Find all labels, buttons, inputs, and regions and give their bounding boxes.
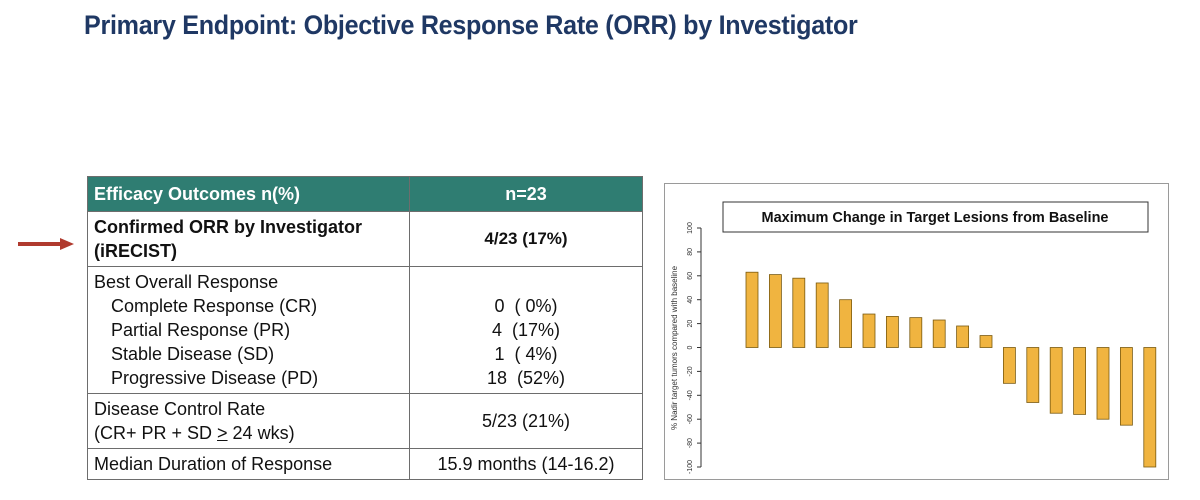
waterfall-bar	[815, 282, 829, 348]
waterfall-chart-svg: Maximum Change in Target Lesions from Ba…	[670, 201, 1157, 474]
waterfall-bar	[885, 316, 899, 348]
mdr-value: 15.9 months (14-16.2)	[409, 448, 643, 480]
y-axis-label: % Nadir target tumors compared with base…	[670, 265, 679, 430]
table-row-confirmed-orr: Confirmed ORR by Investigator (iRECIST) …	[87, 211, 643, 267]
y-tick-label: -100	[687, 460, 694, 474]
chart-title: Maximum Change in Target Lesions from Ba…	[761, 210, 1108, 226]
header-n: n=23	[409, 176, 643, 212]
table-row-median-duration: Median Duration of Response 15.9 months …	[87, 448, 643, 480]
y-tick-label: -80	[687, 438, 694, 448]
waterfall-bar	[1119, 347, 1133, 426]
efficacy-table: Efficacy Outcomes n(%) n=23 Confirmed OR…	[87, 176, 643, 480]
waterfall-bar	[932, 319, 946, 348]
waterfall-bar	[745, 271, 759, 348]
table-row-best-overall-response: Best Overall Response Complete Response …	[87, 266, 643, 394]
waterfall-bar	[769, 274, 782, 348]
table-row-disease-control-rate: Disease Control Rate (CR+ PR + SD > 24 w…	[87, 393, 643, 449]
table-header-row: Efficacy Outcomes n(%) n=23	[87, 176, 643, 212]
waterfall-bar	[862, 313, 876, 348]
pr-value: 4 (17%)	[491, 320, 561, 340]
waterfall-bar	[1143, 347, 1157, 468]
waterfall-bar	[1026, 347, 1040, 403]
waterfall-bar	[839, 299, 853, 348]
waterfall-bar	[1049, 347, 1063, 414]
best-overall-labels: Best Overall Response Complete Response …	[87, 266, 410, 394]
y-tick-label: 60	[687, 272, 694, 280]
cr-value: 0 ( 0%)	[494, 296, 558, 316]
mdr-label: Median Duration of Response	[87, 448, 410, 480]
waterfall-bar	[1096, 347, 1110, 420]
slide-title: Primary Endpoint: Objective Response Rat…	[84, 10, 858, 40]
y-tick-label: -20	[687, 366, 694, 376]
header-outcomes: Efficacy Outcomes n(%)	[87, 176, 410, 212]
y-tick-label: -60	[687, 414, 694, 424]
sd-value: 1 ( 4%)	[494, 344, 558, 364]
y-tick-label: 40	[687, 296, 694, 304]
pr-label: Partial Response (PR)	[111, 320, 291, 340]
best-overall-heading: Best Overall Response	[94, 272, 279, 292]
waterfall-bar	[979, 335, 993, 348]
waterfall-bar	[956, 325, 970, 348]
confirmed-orr-label-line2: (iRECIST)	[94, 241, 177, 261]
confirmed-orr-value: 4/23 (17%)	[409, 211, 643, 267]
y-tick-label: -40	[687, 390, 694, 400]
y-tick-label: 0	[687, 345, 694, 349]
chart-title-box	[722, 201, 1149, 233]
confirmed-orr-label-line1: Confirmed ORR by Investigator	[94, 217, 363, 237]
dcr-label-line2: (CR+ PR + SD > 24 wks)	[94, 423, 295, 443]
waterfall-bar	[1073, 347, 1087, 415]
y-tick-label: 20	[687, 320, 694, 328]
dcr-label: Disease Control Rate (CR+ PR + SD > 24 w…	[87, 393, 410, 449]
confirmed-orr-label: Confirmed ORR by Investigator (iRECIST)	[87, 211, 410, 267]
pd-label: Progressive Disease (PD)	[111, 368, 319, 388]
sd-label: Stable Disease (SD)	[111, 344, 275, 364]
waterfall-bar	[909, 317, 923, 348]
dcr-value: 5/23 (21%)	[409, 393, 643, 449]
waterfall-chart: Maximum Change in Target Lesions from Ba…	[664, 183, 1169, 480]
y-tick-label: 100	[687, 222, 694, 234]
cr-label: Complete Response (CR)	[111, 296, 318, 316]
dcr-label-line1: Disease Control Rate	[94, 399, 266, 419]
best-overall-values: 0 ( 0%) 4 (17%) 1 ( 4%) 18 (52%)	[409, 266, 643, 394]
waterfall-bar	[1002, 347, 1016, 384]
pointer-arrow-icon	[18, 238, 74, 250]
waterfall-bar	[792, 277, 806, 348]
pd-value: 18 (52%)	[486, 368, 566, 388]
y-tick-label: 80	[687, 248, 694, 256]
